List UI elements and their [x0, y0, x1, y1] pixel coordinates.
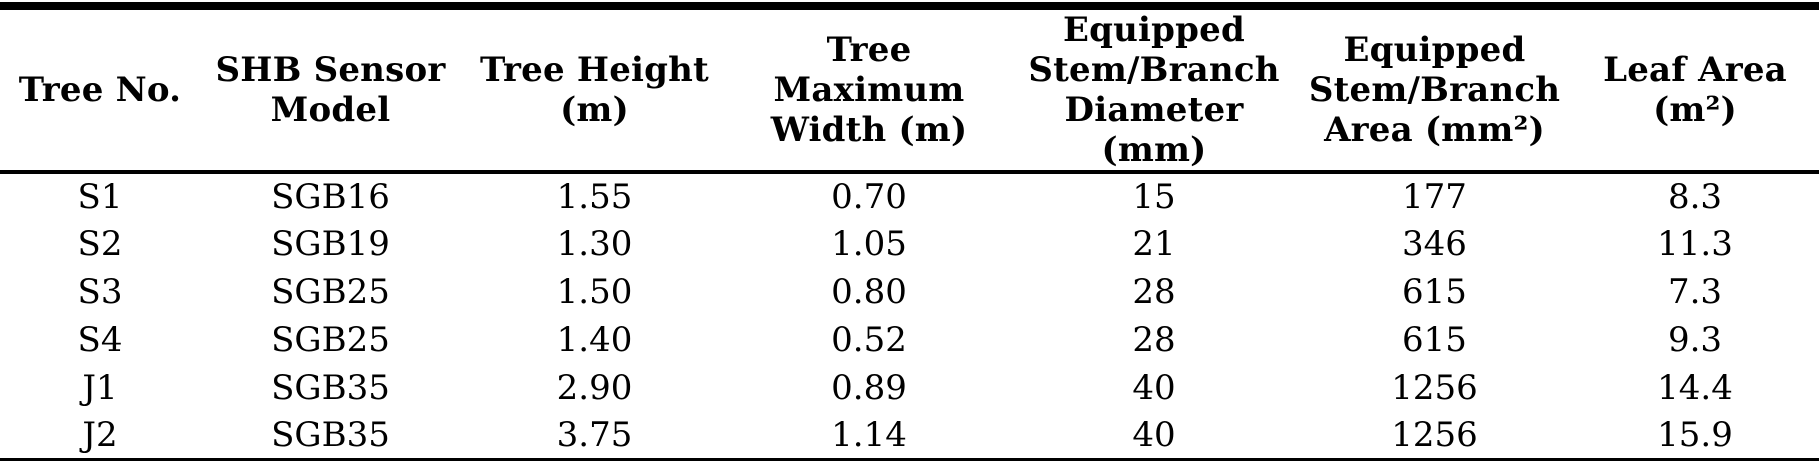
table-row: S2 SGB19 1.30 1.05 21 346 11.3	[0, 220, 1819, 268]
col-header-tree-no: Tree No.	[18, 70, 182, 110]
table-cell: SGB25	[271, 272, 390, 312]
table-cell: 346	[1402, 224, 1467, 264]
table-header: Tree No. SHB Sensor Model Tree Height (m…	[0, 6, 1819, 172]
table-cell: 28	[1132, 272, 1176, 312]
table-row: J2 SGB35 3.75 1.14 40 1256 15.9	[0, 412, 1819, 460]
col-header-shb-sensor-model: SHB Sensor Model	[215, 50, 446, 130]
table-cell: 15.9	[1657, 415, 1733, 455]
table-cell: 3.75	[556, 415, 633, 455]
table-cell: 28	[1132, 320, 1176, 360]
table-cell: 1.40	[556, 320, 633, 360]
table-cell: 0.70	[831, 177, 907, 217]
table-row: S4 SGB25 1.40 0.52 28 615 9.3	[0, 316, 1819, 364]
col-header-tree-height: Tree Height (m)	[480, 50, 709, 130]
table-row: J1 SGB35 2.90 0.89 40 1256 14.4	[0, 364, 1819, 412]
table-cell: 11.3	[1657, 224, 1733, 264]
table-cell: S4	[77, 320, 123, 360]
table-cell: 40	[1132, 415, 1176, 455]
table-cell: 1.30	[556, 224, 633, 264]
table-body: S1 SGB16 1.55 0.70 15 177 8.3 S2 SGB19 1…	[0, 172, 1819, 460]
table-cell: S3	[77, 272, 123, 312]
table-cell: SGB19	[271, 224, 390, 264]
table-cell: 1256	[1391, 368, 1478, 408]
col-header-equipped-stem-branch-area: Equipped Stem/Branch Area (mm²)	[1308, 30, 1561, 150]
table-cell: 615	[1402, 320, 1467, 360]
table-cell: J1	[82, 368, 118, 408]
table-cell: 1.55	[556, 177, 633, 217]
table-cell: 7.3	[1667, 272, 1723, 312]
table-cell: 8.3	[1667, 177, 1723, 217]
table-cell: 615	[1402, 272, 1467, 312]
table-cell: 0.89	[831, 368, 907, 408]
table-cell: S1	[77, 177, 123, 217]
table-cell: 21	[1132, 224, 1176, 264]
table-cell: 14.4	[1657, 368, 1733, 408]
header-row: Tree No. SHB Sensor Model Tree Height (m…	[0, 6, 1819, 172]
table-cell: 15	[1132, 177, 1176, 217]
table-row: S1 SGB16 1.55 0.70 15 177 8.3	[0, 172, 1819, 220]
col-header-leaf-area: Leaf Area (m²)	[1603, 50, 1787, 130]
table-cell: J2	[82, 415, 118, 455]
table-cell: SGB25	[271, 320, 390, 360]
table-cell: SGB35	[271, 415, 390, 455]
table-cell: 1.50	[556, 272, 633, 312]
table-cell: 1.05	[831, 224, 907, 264]
table-cell: 1.14	[831, 415, 907, 455]
col-header-equipped-stem-branch-diameter: Equipped Stem/Branch Diameter (mm)	[1028, 10, 1280, 170]
table-row: S3 SGB25 1.50 0.80 28 615 7.3	[0, 268, 1819, 316]
table-cell: SGB35	[271, 368, 390, 408]
table-cell: 9.3	[1667, 320, 1723, 360]
table-cell: SGB16	[271, 177, 390, 217]
table-cell: 0.80	[831, 272, 907, 312]
col-header-tree-maximum-width: Tree Maximum Width (m)	[770, 30, 968, 150]
table-cell: 2.90	[556, 368, 633, 408]
table-cell: 0.52	[831, 320, 907, 360]
table-cell: 40	[1132, 368, 1176, 408]
table-cell: S2	[77, 224, 123, 264]
table-cell: 177	[1402, 177, 1467, 217]
table-cell: 1256	[1391, 415, 1478, 455]
